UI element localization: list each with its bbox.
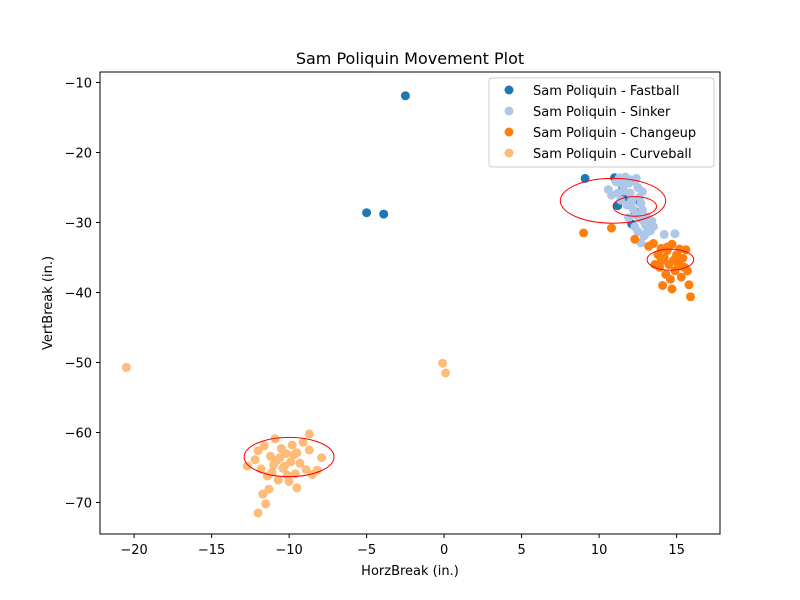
x-tick-label: −20	[120, 543, 147, 558]
scatter-point-series-1	[648, 222, 658, 232]
scatter-point-series-3	[253, 508, 263, 518]
legend-marker	[504, 148, 514, 158]
x-tick-label: −5	[357, 543, 376, 558]
scatter-point-series-3	[312, 465, 322, 475]
scatter-point-series-2	[676, 272, 686, 282]
scatter-point-series-3	[292, 483, 302, 493]
scatter-point-series-0	[580, 173, 590, 183]
scatter-point-series-0	[400, 91, 410, 101]
x-tick-label: 15	[668, 543, 685, 558]
scatter-point-series-3	[289, 450, 299, 460]
scatter-point-series-2	[607, 223, 616, 233]
legend-entry-label: Sam Poliquin - Changeup	[533, 126, 696, 141]
y-tick-label: −70	[65, 497, 92, 512]
y-tick-label: −30	[65, 217, 92, 232]
scatter-point-series-2	[656, 256, 666, 266]
scatter-point-series-3	[258, 489, 268, 499]
scatter-point-series-3	[438, 358, 448, 368]
scatter-point-series-1	[638, 187, 647, 197]
scatter-point-series-1	[613, 188, 623, 198]
scatter-point-series-3	[275, 453, 285, 463]
scatter-point-series-3	[301, 465, 311, 475]
ellipse-layer	[243, 177, 695, 478]
legend-marker	[504, 85, 514, 95]
scatter-point-series-2	[630, 234, 640, 244]
legend-entry-label: Sam Poliquin - Sinker	[533, 105, 671, 120]
confidence-ellipse-1	[612, 196, 657, 217]
y-axis-label: VertBreak (in.)	[41, 256, 56, 350]
axes-frame	[99, 71, 721, 535]
scatter-point-series-2	[678, 253, 688, 263]
scatter-point-series-3	[298, 437, 308, 447]
scatter-point-series-1	[627, 197, 637, 206]
scatter-point-series-2	[579, 228, 589, 238]
scatter-point-series-3	[253, 446, 263, 456]
scatter-point-series-3	[273, 475, 283, 485]
y-tick-label: −40	[65, 287, 92, 302]
scatter-point-series-1	[633, 227, 643, 237]
scatter-point-series-3	[304, 445, 314, 455]
scatter-point-series-3	[295, 458, 305, 468]
scatter-point-series-2	[662, 242, 672, 252]
x-tick-label: 5	[517, 543, 525, 558]
scatter-point-series-2	[684, 280, 694, 290]
scatter-point-series-2	[683, 266, 692, 276]
x-tick-label: 0	[440, 543, 448, 558]
scatter-point-series-0	[379, 209, 389, 219]
chart-title: Sam Poliquin Movement Plot	[296, 49, 524, 68]
scatter-point-series-1	[659, 229, 669, 239]
scatter-point-series-3	[279, 461, 289, 471]
scatter-point-series-3	[121, 362, 131, 372]
y-tick-label: −60	[65, 427, 92, 442]
x-axis-label: HorzBreak (in.)	[361, 564, 459, 579]
scatter-point-series-2	[686, 292, 695, 302]
legend: Sam Poliquin - Fastball Sam Poliquin - Si…	[488, 77, 715, 168]
scatter-point-series-3	[304, 429, 314, 439]
x-tick-label: −10	[275, 543, 302, 558]
scatter-point-series-3	[287, 440, 297, 450]
scatter-point-series-2	[675, 261, 685, 271]
y-tick-label: −20	[65, 147, 92, 162]
scatter-point-series-3	[261, 499, 271, 509]
scatter-point-series-3	[317, 453, 327, 463]
scatter-point-series-2	[658, 281, 668, 290]
legend-entry-label: Sam Poliquin - Fastball	[533, 84, 679, 99]
legend-box	[488, 77, 715, 168]
scatter-point-series-1	[624, 213, 634, 223]
scatter-point-series-3	[250, 455, 260, 465]
scatter-point-series-0	[362, 208, 372, 218]
confidence-ellipse-0	[559, 177, 667, 224]
confidence-ellipse-3	[243, 436, 335, 478]
axis-ticks: −20 −15 −10 −5 0 5 10 15−10−20−30−40−50−60−70	[65, 77, 685, 559]
x-tick-label: 10	[591, 543, 608, 558]
scatter-point-series-1	[638, 205, 647, 215]
scatter-point-series-3	[441, 368, 451, 378]
y-tick-label: −10	[65, 77, 92, 92]
scatter-point-series-3	[259, 441, 269, 451]
y-tick-label: −50	[65, 357, 92, 372]
legend-marker	[504, 127, 514, 137]
x-tick-label: −15	[198, 543, 225, 558]
scatter-point-series-3	[242, 461, 252, 471]
scatter-point-series-3	[264, 484, 274, 494]
scatter-point-series-3	[283, 470, 292, 480]
scatter-point-series-2	[681, 245, 691, 255]
legend-entry-label: Sam Poliquin - Curveball	[533, 147, 692, 162]
confidence-ellipse-2	[646, 248, 695, 271]
scatter-point-series-2	[665, 274, 675, 284]
scatter-point-series-2	[648, 239, 658, 248]
legend-marker	[504, 106, 514, 116]
plot-area	[121, 91, 695, 518]
scatter-point-series-2	[667, 284, 677, 294]
scatter-point-series-1	[670, 229, 680, 239]
